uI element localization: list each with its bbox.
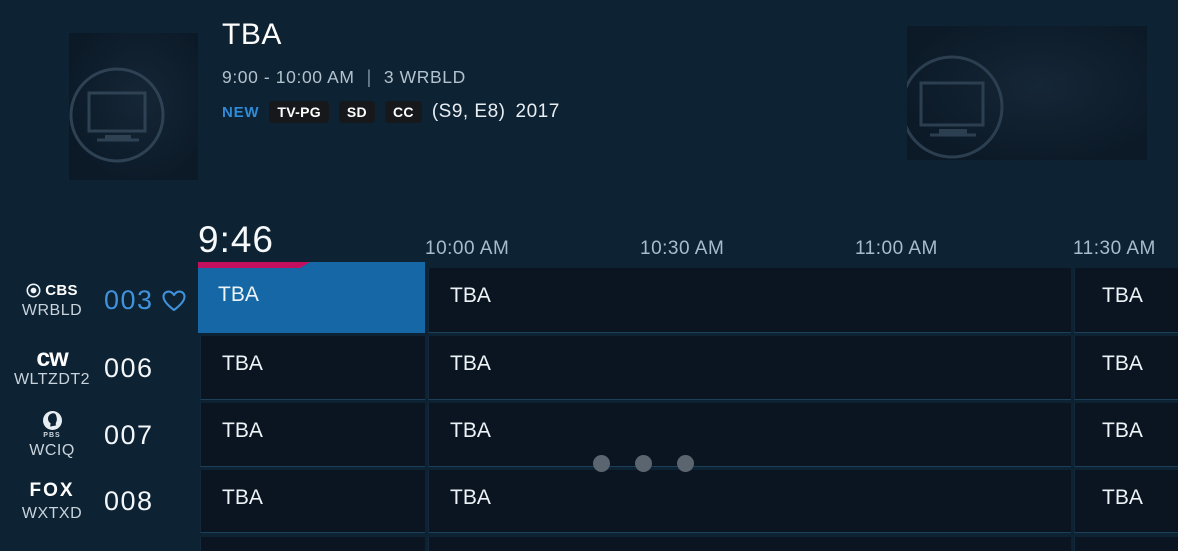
network-logo-block: PBS WCIQ xyxy=(0,410,104,460)
program-cell-title: TBA xyxy=(450,352,491,375)
program-cell[interactable]: TBA xyxy=(1074,268,1178,333)
pbs-face-icon xyxy=(42,411,62,430)
time-slot-label: 11:30 AM xyxy=(1073,238,1156,259)
channel-callsign: WRBLD xyxy=(21,301,83,319)
tv-placeholder-icon xyxy=(907,55,1004,159)
program-year: 2017 xyxy=(515,101,560,122)
program-cell[interactable]: TBA xyxy=(428,336,1071,400)
program-cell[interactable]: TBA xyxy=(200,403,425,467)
program-channel: 3 WRBLD xyxy=(383,67,466,87)
program-cell[interactable]: TBA xyxy=(428,403,1071,467)
channel-number: 003 xyxy=(104,285,154,315)
cc-badge: CC xyxy=(384,101,422,123)
tv-placeholder-icon xyxy=(69,67,165,163)
favorite-heart-icon[interactable] xyxy=(152,289,196,313)
program-cell-partial[interactable] xyxy=(200,537,425,551)
program-cell-title: TBA xyxy=(1102,419,1143,442)
network-name: CBS xyxy=(45,281,78,299)
time-slot-label: 11:00 AM xyxy=(855,238,938,259)
program-cell-title: TBA xyxy=(222,486,263,509)
network-logo-block: FOX WXTXD xyxy=(0,480,104,523)
program-cell[interactable]: TBA xyxy=(1074,403,1178,467)
loading-dot xyxy=(593,455,610,472)
program-cell-partial[interactable] xyxy=(428,537,1071,551)
channel-number: 007 xyxy=(104,419,154,450)
program-cell[interactable]: TBA xyxy=(428,268,1071,333)
program-cell[interactable]: TBA xyxy=(428,470,1071,533)
episode-info: (S9, E8) xyxy=(431,101,506,122)
program-cell-title: TBA xyxy=(450,284,491,307)
pbs-logo: PBS xyxy=(42,410,63,439)
channel-number: 008 xyxy=(104,486,154,516)
program-cell-title: TBA xyxy=(1102,352,1143,375)
cbs-eye-icon xyxy=(26,283,41,297)
rating-badge: TV-PG xyxy=(269,101,329,123)
channel-row-cbs[interactable]: CBS WRBLD 003 xyxy=(0,268,197,333)
program-cell-partial[interactable] xyxy=(1074,537,1178,551)
time-slot-label: 10:00 AM xyxy=(425,238,510,259)
network-name: PBS xyxy=(43,432,61,439)
program-details: TBA 9:00 - 10:00 AM | 3 WRBLD NEW TV-PG … xyxy=(222,18,560,123)
program-cell[interactable]: TBA xyxy=(1074,336,1178,400)
channel-callsign: WXTXD xyxy=(21,505,83,522)
channel-number: 006 xyxy=(104,352,154,383)
program-cell-title: TBA xyxy=(222,352,263,375)
program-cell-title: TBA xyxy=(218,283,259,306)
cbs-logo: CBS xyxy=(26,282,78,299)
program-cell-selected[interactable]: TBA xyxy=(198,262,425,333)
quality-badge: SD xyxy=(338,101,375,123)
program-cell-title: TBA xyxy=(450,419,491,442)
program-time-range: 9:00 - 10:00 AM xyxy=(222,67,355,87)
time-slot-label: 10:30 AM xyxy=(640,238,725,259)
progress-bar xyxy=(198,262,310,268)
new-badge: NEW xyxy=(222,103,260,121)
program-cell[interactable]: TBA xyxy=(1074,470,1178,533)
meta-separator: | xyxy=(366,67,372,87)
fox-logo: FOX xyxy=(29,480,75,501)
channel-row-fox[interactable]: FOX WXTXD 008 xyxy=(0,470,197,533)
loading-dots-indicator xyxy=(593,455,694,472)
program-cell[interactable]: TBA xyxy=(200,336,425,400)
current-time: 9:46 xyxy=(198,219,275,260)
channel-row-cw[interactable]: CW WLTZDT2 006 xyxy=(0,336,197,400)
loading-dot xyxy=(677,455,694,472)
channel-callsign: WCIQ xyxy=(29,442,75,459)
program-title: TBA xyxy=(222,18,282,51)
program-meta: 9:00 - 10:00 AM | 3 WRBLD xyxy=(222,67,560,88)
program-thumbnail xyxy=(69,33,198,180)
program-cell-title: TBA xyxy=(1102,486,1143,509)
program-cell-title: TBA xyxy=(222,419,263,442)
program-flags: NEW TV-PG SD CC (S9, E8) 2017 xyxy=(222,101,560,123)
cw-logo: CW xyxy=(36,343,68,372)
program-cell-title: TBA xyxy=(450,486,491,509)
loading-dot xyxy=(635,455,652,472)
channel-row-pbs[interactable]: PBS WCIQ 007 xyxy=(0,403,197,467)
network-logo-block: CBS WRBLD xyxy=(0,282,104,320)
program-cell[interactable]: TBA xyxy=(200,470,425,533)
program-cell-title: TBA xyxy=(1102,284,1143,307)
network-logo-block: CW WLTZDT2 xyxy=(0,343,104,389)
channel-callsign: WLTZDT2 xyxy=(13,370,91,388)
program-thumbnail-right xyxy=(907,26,1147,160)
